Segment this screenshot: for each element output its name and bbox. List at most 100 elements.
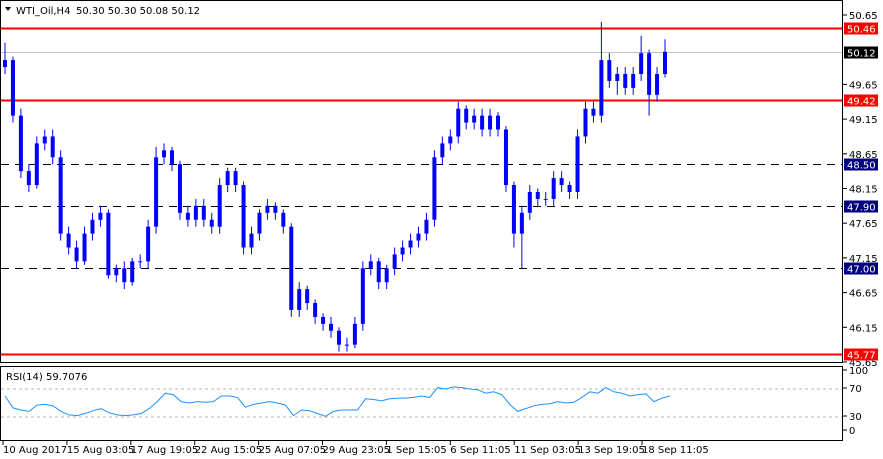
level-tag-45.77 xyxy=(844,348,878,361)
candle-body xyxy=(360,268,365,324)
candle-body xyxy=(456,108,461,137)
candle-body xyxy=(177,164,182,213)
candle-body xyxy=(432,157,437,220)
candle-body xyxy=(511,185,516,234)
candle-body xyxy=(448,136,453,144)
level-tag-50.46 xyxy=(844,22,878,35)
y-tick-label: 47.65 xyxy=(849,219,878,230)
x-tick-label: 1 Sep 15:05 xyxy=(386,445,446,456)
candle-body xyxy=(599,60,604,116)
candle-body xyxy=(551,178,556,199)
symbol-label: WTI_Oil,H4 xyxy=(16,6,70,17)
candle-body xyxy=(623,73,628,88)
candle-body xyxy=(26,171,31,186)
y-tick-label: 50.65 xyxy=(849,11,878,22)
candle-body xyxy=(273,205,278,213)
level-tag-text: 47.00 xyxy=(847,265,876,276)
candle-body xyxy=(74,247,79,262)
level-tag-text: 48.50 xyxy=(847,161,876,172)
candle-body xyxy=(249,233,254,248)
candle-body xyxy=(591,108,596,116)
candle-body xyxy=(313,303,318,317)
candle-body xyxy=(305,289,310,304)
candle-body xyxy=(567,185,572,192)
candle-body xyxy=(607,60,612,81)
level-tag-47.90 xyxy=(844,200,878,213)
x-tick-label: 25 Aug 07:05 xyxy=(259,445,326,456)
candle-body xyxy=(169,150,174,165)
candle-body xyxy=(201,205,206,220)
candle-body xyxy=(42,136,47,144)
candle-body xyxy=(575,136,580,192)
candle-body xyxy=(647,53,652,95)
candle-body xyxy=(138,261,143,263)
y-tick-label: 46.65 xyxy=(849,289,878,300)
level-tag-text: 47.90 xyxy=(847,203,876,214)
ohlc-readout: 50.30 50.30 50.08 50.12 xyxy=(76,6,200,17)
candle-body xyxy=(82,233,87,262)
candle-body xyxy=(472,115,477,123)
y-tick-label: 49.15 xyxy=(849,115,878,126)
x-tick-label: 6 Sep 11:05 xyxy=(450,445,510,456)
candle-body xyxy=(639,53,644,74)
rsi-line xyxy=(4,386,671,417)
candle-body xyxy=(50,136,55,158)
x-tick-label: 10 Aug 2017 xyxy=(3,445,67,456)
candle-body xyxy=(543,198,548,200)
candle-body xyxy=(503,129,508,186)
rsi-y-tick-label: 0 xyxy=(849,426,855,437)
candle-body xyxy=(527,191,532,213)
candle-body xyxy=(496,115,501,130)
candle-body xyxy=(408,240,413,248)
candle-body xyxy=(233,171,238,186)
candle-body xyxy=(10,60,15,116)
level-tag-text: 49.42 xyxy=(847,97,876,108)
x-tick-label: 22 Aug 15:05 xyxy=(195,445,262,456)
y-tick-label: 45.65 xyxy=(849,358,878,369)
dropdown-triangle-icon[interactable] xyxy=(5,7,11,11)
candle-body xyxy=(440,143,445,158)
x-tick-label: 29 Aug 23:05 xyxy=(323,445,390,456)
candle-body xyxy=(146,226,151,262)
level-tag-48.50 xyxy=(844,158,878,171)
rsi-y-tick-label: 100 xyxy=(849,366,868,377)
candle-body xyxy=(329,323,334,331)
candle-body xyxy=(257,212,262,234)
x-tick-label: 13 Sep 19:05 xyxy=(578,445,645,456)
candle-body xyxy=(583,108,588,137)
candle-body xyxy=(265,205,270,213)
level-tag-text: 50.12 xyxy=(847,49,876,60)
level-tag-47.00 xyxy=(844,262,878,275)
candle-body xyxy=(392,254,397,269)
candle-body xyxy=(185,212,190,220)
candle-body xyxy=(400,247,405,255)
level-tag-text: 45.77 xyxy=(847,351,876,362)
candle-body xyxy=(535,191,540,199)
x-tick-label: 18 Sep 11:05 xyxy=(642,445,709,456)
candle-body xyxy=(209,219,214,227)
candle-body xyxy=(241,185,246,248)
x-tick-label: 17 Aug 19:05 xyxy=(131,445,198,456)
candle-body xyxy=(217,185,222,227)
candle-body xyxy=(154,157,159,227)
candle-body xyxy=(122,268,127,283)
candle-body xyxy=(464,108,469,123)
y-tick-label: 47.15 xyxy=(849,254,878,265)
candle-body xyxy=(3,60,7,68)
candle-body xyxy=(480,115,485,130)
candle-body xyxy=(281,212,286,227)
candle-body xyxy=(106,212,111,276)
candle-body xyxy=(58,157,63,234)
level-tag-49.42 xyxy=(844,94,878,107)
candle-body xyxy=(18,115,23,172)
candle-body xyxy=(631,73,636,88)
candle-body xyxy=(376,261,381,283)
candle-body xyxy=(98,212,103,220)
candle-body xyxy=(130,261,135,283)
level-tag-text: 50.46 xyxy=(847,25,876,36)
candle-body xyxy=(321,316,326,324)
candle-body xyxy=(90,219,95,234)
candle-body xyxy=(559,178,564,186)
candle-body xyxy=(615,73,620,81)
